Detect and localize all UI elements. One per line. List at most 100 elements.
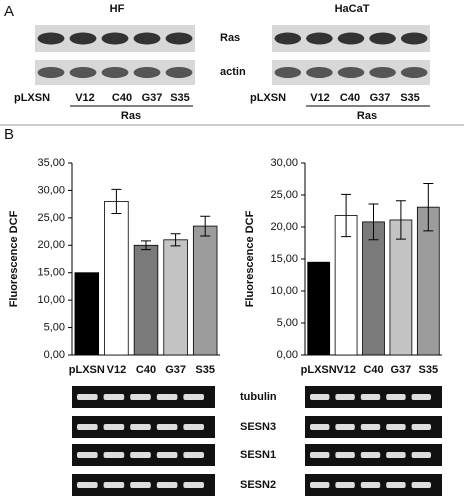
blot-band <box>274 67 302 78</box>
y-tick-label: 25,00 <box>270 189 298 201</box>
cell-line: HF <box>110 3 125 15</box>
gel-band <box>411 482 431 488</box>
blot-band <box>306 67 333 78</box>
error-bar <box>423 182 434 232</box>
gel-band <box>77 482 98 488</box>
bar <box>74 272 100 356</box>
y-axis-title: Fluorescence DCF <box>8 210 20 307</box>
x-tick-label: G37 <box>165 364 186 376</box>
error-bar <box>341 193 352 238</box>
bar <box>389 219 413 356</box>
blot-band <box>306 32 333 45</box>
gel-band <box>130 394 151 400</box>
error-bar <box>395 200 406 240</box>
blot-band <box>400 32 428 45</box>
y-tick-label: 15,00 <box>37 267 65 279</box>
gel-band <box>77 452 98 458</box>
gel-band <box>335 394 355 400</box>
y-tick-label: 5,00 <box>44 321 65 333</box>
blot-band <box>369 67 396 78</box>
lane-label: S35 <box>170 92 190 104</box>
gel-band <box>156 482 178 488</box>
x-tick-label: S35 <box>419 364 439 376</box>
gel-band <box>183 452 204 458</box>
y-tick-label: 0,00 <box>277 349 298 361</box>
y-tick-label: 15,00 <box>270 253 298 265</box>
bar <box>133 244 159 356</box>
bar <box>362 221 385 356</box>
blot-band <box>337 32 365 45</box>
gel-band <box>411 394 431 400</box>
blot-label: Ras <box>220 32 240 44</box>
error-bar <box>170 233 181 247</box>
gel-band <box>77 424 98 430</box>
gel-band <box>77 394 98 400</box>
gel-label: tubulin <box>240 391 277 403</box>
lane-label: V12 <box>75 92 95 104</box>
gel-band <box>310 452 330 458</box>
gel-band <box>183 394 204 400</box>
gel-band <box>386 452 406 458</box>
gel-band <box>103 424 125 430</box>
blot-band <box>69 67 97 78</box>
blot-band <box>400 67 428 78</box>
y-tick-label: 5,00 <box>277 317 298 329</box>
blot-band <box>165 67 193 78</box>
lane-label: S35 <box>400 92 420 104</box>
lane-label: C40 <box>112 92 132 104</box>
gel-band <box>360 424 381 430</box>
blot-band <box>101 32 129 45</box>
x-tick-label: pLXSN <box>69 364 105 376</box>
x-tick-label: V12 <box>336 364 356 376</box>
gel-band <box>386 424 406 430</box>
blot-band <box>37 67 65 78</box>
y-tick-label: 30,00 <box>270 157 298 169</box>
gel-band <box>360 452 381 458</box>
gel-band <box>156 394 178 400</box>
x-tick-label: G37 <box>391 364 412 376</box>
gel-band <box>156 424 178 430</box>
bar <box>104 200 129 356</box>
gel-band <box>386 482 406 488</box>
lane-label: pLXSN <box>250 92 286 104</box>
gel-band <box>103 482 125 488</box>
y-tick-label: 25,00 <box>37 212 65 224</box>
y-tick-label: 0,00 <box>44 349 65 361</box>
gel-label: SESN1 <box>240 449 276 461</box>
blot-band <box>337 67 365 78</box>
y-tick-label: 20,00 <box>270 221 298 233</box>
cell-line: HaCaT <box>335 3 370 15</box>
gel-band <box>130 482 151 488</box>
x-tick-label: C40 <box>136 364 156 376</box>
gel-band <box>103 452 125 458</box>
gel-band <box>130 452 151 458</box>
gel-band <box>310 482 330 488</box>
lane-label: G37 <box>370 92 391 104</box>
lane-label: C40 <box>340 92 360 104</box>
gel-band <box>335 482 355 488</box>
blot-band <box>69 32 97 45</box>
gel-band <box>360 394 381 400</box>
y-tick-label: 10,00 <box>37 294 65 306</box>
group-label: Ras <box>357 110 377 122</box>
gel-band <box>103 394 125 400</box>
lane-label: pLXSN <box>14 92 50 104</box>
gel-band <box>360 482 381 488</box>
blot-label: actin <box>220 66 246 78</box>
lane-label: V12 <box>310 92 330 104</box>
group-label: Ras <box>121 110 141 122</box>
y-tick-label: 10,00 <box>270 285 298 297</box>
panel-label: B <box>4 126 14 143</box>
y-tick-label: 35,00 <box>37 157 65 169</box>
blot-band <box>37 32 65 45</box>
lane-label: G37 <box>142 92 163 104</box>
gel-label: SESN3 <box>240 421 276 433</box>
blot-band <box>101 67 129 78</box>
gel-band <box>411 452 431 458</box>
y-axis-title: Fluorescence DCF <box>244 210 256 307</box>
error-bar <box>368 203 379 241</box>
gel-band <box>411 424 431 430</box>
gel-band <box>130 424 151 430</box>
blot-band <box>133 67 161 78</box>
